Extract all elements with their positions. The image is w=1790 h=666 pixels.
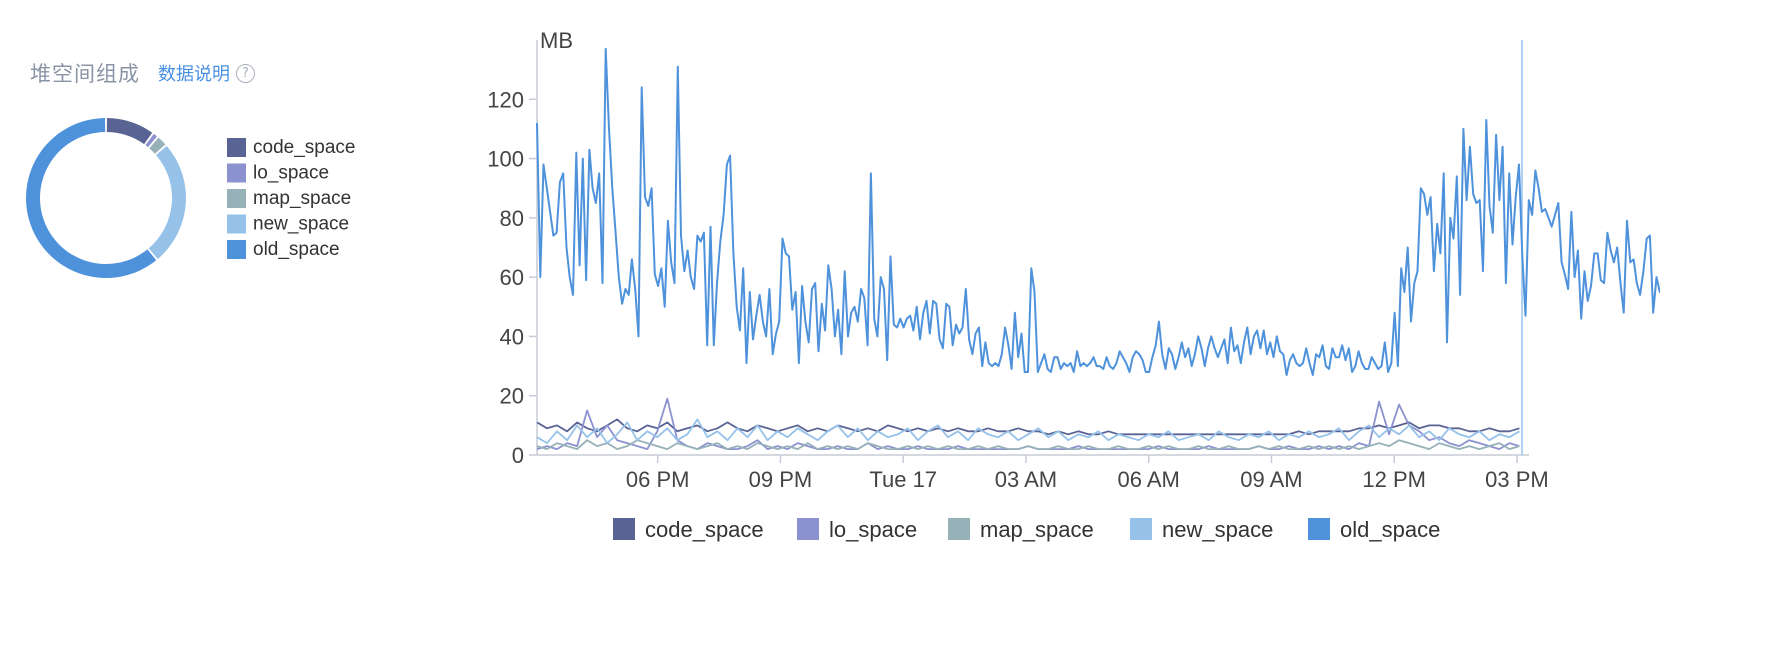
x-tick-label: 09 AM (1240, 467, 1302, 492)
series-line-new_space[interactable] (536, 418, 1520, 445)
x-tick-label: 06 AM (1118, 467, 1180, 492)
heap-line-chart: MB 0 20 40 60 80 100 120 06 PM 09 PM Tue 17 03 AM 06… (487, 28, 1660, 542)
legend-label-old_space[interactable]: old_space (1340, 517, 1440, 542)
x-tick-label: Tue 17 (869, 467, 937, 492)
donut-legend-swatch-old_space (227, 240, 246, 259)
donut-legend-swatch-map_space (227, 189, 246, 208)
x-tick-label: 06 PM (626, 467, 690, 492)
donut-legend-swatch-new_space (227, 214, 246, 234)
series-line-lo_space[interactable] (536, 397, 1520, 451)
series-line-old_space[interactable] (536, 47, 1660, 376)
legend-swatch-map_space (948, 518, 970, 540)
legend-swatch-code_space (613, 518, 635, 540)
y-tick-label: 20 (500, 384, 524, 409)
panel-title: 堆空间组成 (30, 62, 140, 86)
donut-legend-label-map_space[interactable]: map_space (253, 188, 351, 209)
legend-label-map_space[interactable]: map_space (980, 517, 1094, 542)
panel-header: 堆空间组成 数据说明 ? (30, 58, 255, 88)
donut-legend-label-lo_space[interactable]: lo_space (253, 163, 329, 184)
donut-legend-swatch-code_space (227, 138, 246, 157)
x-tick-label: 12 PM (1362, 467, 1426, 492)
y-tick-label: 80 (500, 206, 524, 231)
heap-donut-chart: code_space lo_space map_space new_space old_… (26, 118, 355, 278)
question-circle-icon[interactable]: ? (236, 63, 255, 83)
donut-legend-label-code_space[interactable]: code_space (253, 137, 355, 158)
legend-label-code_space[interactable]: code_space (645, 517, 764, 542)
donut-legend-label-new_space[interactable]: new_space (253, 214, 349, 235)
donut-slice-old_space[interactable] (26, 118, 157, 278)
y-tick-label: 100 (487, 147, 524, 172)
legend-swatch-lo_space (797, 518, 819, 540)
legend-label-lo_space[interactable]: lo_space (829, 517, 917, 542)
legend-label-new_space[interactable]: new_space (1162, 517, 1273, 542)
donut-slice-new_space[interactable] (148, 145, 186, 259)
y-tick-label: 0 (512, 443, 524, 468)
donut-legend-swatch-lo_space (227, 163, 246, 183)
y-tick-label: 120 (487, 87, 524, 112)
y-tick-label: 40 (500, 324, 524, 349)
x-tick-label: 03 AM (995, 467, 1057, 492)
y-tick-label: 60 (500, 265, 524, 290)
x-tick-label: 03 PM (1485, 467, 1549, 492)
donut-slice-code_space[interactable] (106, 118, 153, 145)
legend-swatch-new_space (1130, 518, 1152, 540)
series-line-map_space[interactable] (536, 439, 1520, 451)
donut-slice-map_space[interactable] (149, 137, 166, 154)
legend-swatch-old_space (1308, 518, 1330, 540)
donut-slice-lo_space[interactable] (145, 133, 157, 148)
y-unit-label: MB (540, 28, 573, 53)
donut-legend-label-old_space[interactable]: old_space (253, 239, 340, 260)
series-line-code_space[interactable] (536, 418, 1520, 436)
x-tick-label: 09 PM (749, 467, 813, 492)
data-description-link[interactable]: 数据说明 (158, 64, 230, 85)
